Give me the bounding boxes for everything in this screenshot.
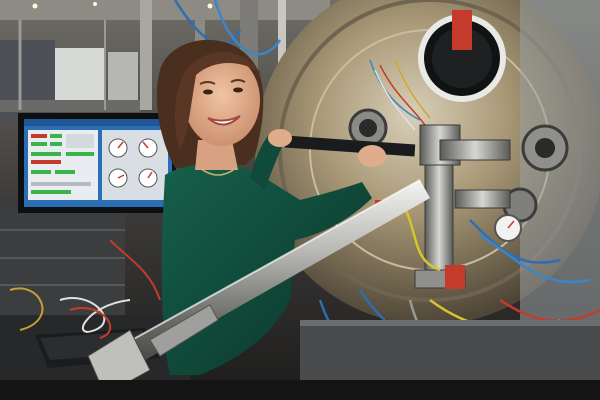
red-valve (445, 265, 465, 289)
flange-ports (348, 108, 569, 223)
face (184, 54, 260, 146)
right-hand (358, 145, 386, 167)
manipulator-assembly (414, 124, 511, 289)
monitor-gauge-panel (102, 130, 168, 200)
bench-cables (9, 239, 161, 339)
smile (207, 115, 241, 126)
foreground-floor (0, 380, 600, 400)
background-racks (0, 20, 140, 120)
right-eye (233, 87, 243, 93)
monitor (18, 113, 176, 213)
hair-bangs (174, 51, 262, 150)
beam-pipe (87, 179, 430, 396)
left-hand (268, 129, 292, 147)
neck (195, 140, 238, 170)
left-eye (203, 89, 213, 95)
equipment-cabinet (0, 205, 125, 315)
monitor-status-panel (28, 130, 98, 200)
wire-bundle (369, 59, 431, 131)
pressure-gauge (494, 214, 522, 242)
detector-port (418, 10, 506, 102)
